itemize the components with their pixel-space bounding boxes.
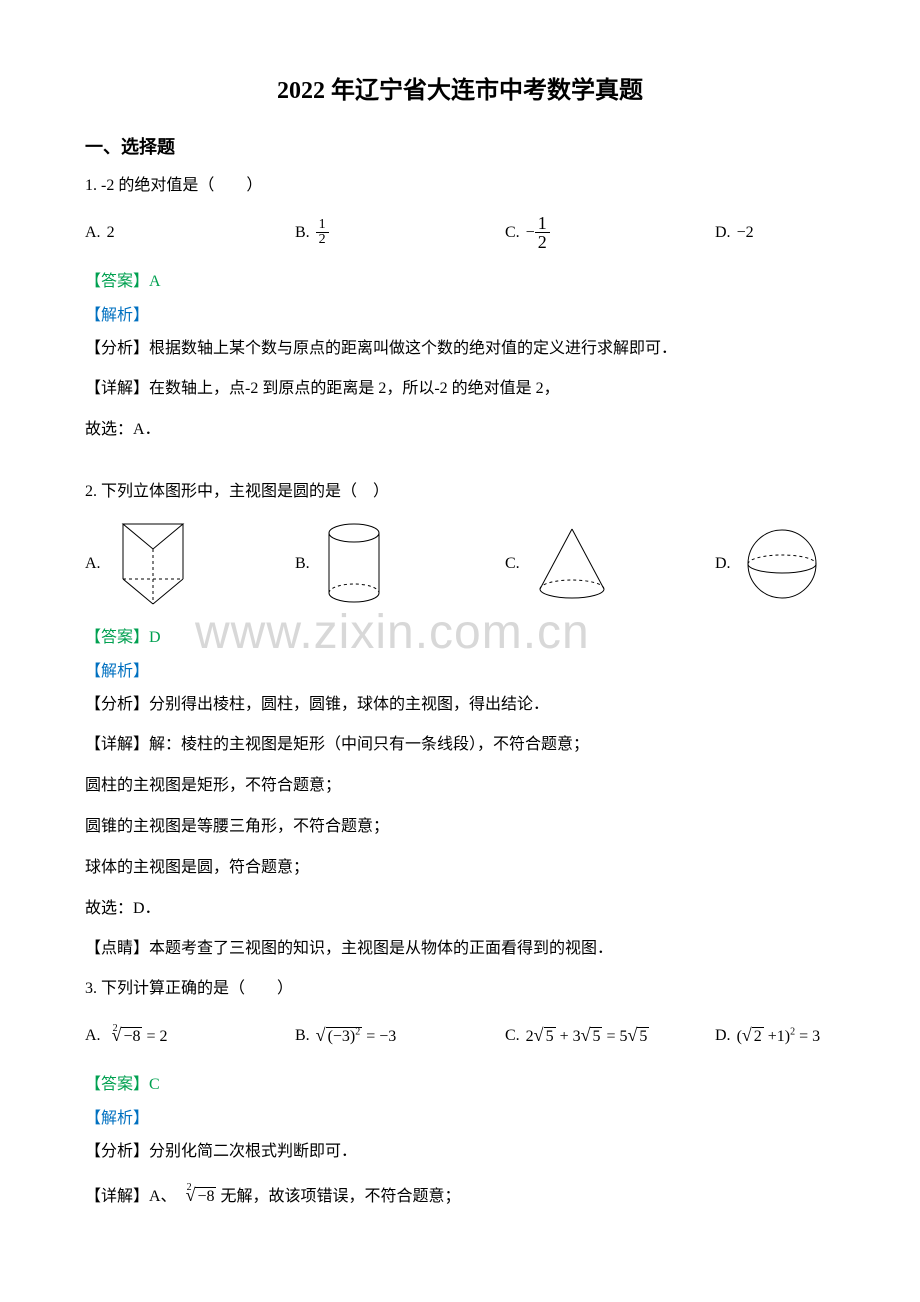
q3-line2-prefix: 【详解】A、 xyxy=(85,1188,177,1205)
page-title: 2022 年辽宁省大连市中考数学真题 xyxy=(85,70,835,105)
sqrt-neg3sq-icon: √(−3)2 = −3 xyxy=(316,1025,397,1046)
cone-icon xyxy=(532,524,612,604)
q1-optA-label: A. xyxy=(85,224,101,242)
q1-option-a: A. 2 xyxy=(85,224,295,242)
q3-text: 3. 下列计算正确的是（ ） xyxy=(85,976,835,1002)
q1-text: 1. -2 的绝对值是（ ） xyxy=(85,173,835,199)
q1-analysis-line: 【分析】根据数轴上某个数与原点的距离叫做这个数的绝对值的定义进行求解即可． xyxy=(85,335,835,364)
sqrt5-sum-icon: 2√5 + 3√5 = 5√5 xyxy=(526,1025,650,1046)
q2-optA-label: A. xyxy=(85,555,101,573)
q1-answer: 【答案】A xyxy=(85,267,835,291)
q2-optC-label: C. xyxy=(505,555,520,573)
q1-options: A. 2 B. 12 C. −12 D. −2 xyxy=(85,213,835,253)
q2-line3: 圆柱的主视图是矩形，不符合题意； xyxy=(85,772,835,801)
q3-line1: 【分析】分别化简二次根式判断即可． xyxy=(85,1138,835,1167)
watermark: www.zixin.com.cn xyxy=(195,605,590,660)
q2-option-c: C. xyxy=(505,524,715,604)
cylinder-icon xyxy=(322,521,387,606)
cbrt-neg8-icon: 2√−8 = 2 xyxy=(107,1025,168,1046)
q2-line4: 圆锥的主视图是等腰三角形，不符合题意； xyxy=(85,813,835,842)
q1-analysis: 【解析】 xyxy=(85,301,835,325)
sphere-icon xyxy=(743,525,821,603)
q1-optC-label: C. xyxy=(505,224,520,242)
q3-line2: 【详解】A、 2√−8 无解，故该项错误，不符合题意； xyxy=(85,1179,835,1212)
section-header: 一、选择题 xyxy=(85,133,835,159)
q3-optC-label: C. xyxy=(505,1027,520,1045)
q3-analysis: 【解析】 xyxy=(85,1104,835,1128)
q3-optB-label: B. xyxy=(295,1027,310,1045)
q3-option-c: C. 2√5 + 3√5 = 5√5 xyxy=(505,1025,715,1046)
q1-optD-value: −2 xyxy=(737,224,754,242)
q1-detail-line: 【详解】在数轴上，点-2 到原点的距离是 2，所以-2 的绝对值是 2， xyxy=(85,375,835,404)
q1-conclusion: 故选：A． xyxy=(85,416,835,445)
q2-line2: 【详解】解：棱柱的主视图是矩形（中间只有一条线段），不符合题意； xyxy=(85,731,835,760)
prism-icon xyxy=(113,519,193,609)
q3-line2-suffix: 无解，故该项错误，不符合题意； xyxy=(220,1188,460,1205)
neg-fraction-half-icon: −12 xyxy=(526,214,550,251)
q1-optA-value: 2 xyxy=(107,224,115,242)
q2-option-a: A. xyxy=(85,519,295,609)
q3-optD-label: D. xyxy=(715,1027,731,1045)
q3-option-a: A. 2√−8 = 2 xyxy=(85,1025,295,1046)
sqrt2-plus1-sq-icon: (√2 +1)2 = 3 xyxy=(737,1025,821,1046)
q2-optD-label: D. xyxy=(715,555,731,573)
q1-option-d: D. −2 xyxy=(715,224,835,242)
q2-line6: 故选：D． xyxy=(85,895,835,924)
q2-text: 2. 下列立体图形中，主视图是圆的是（ ） xyxy=(85,479,835,505)
q2-option-d: D. xyxy=(715,525,835,603)
q3-option-d: D. (√2 +1)2 = 3 xyxy=(715,1025,835,1046)
q2-line1: 【分析】分别得出棱柱，圆柱，圆锥，球体的主视图，得出结论． xyxy=(85,691,835,720)
q2-options: A. B. C. D. xyxy=(85,519,835,609)
q1-option-c: C. −12 xyxy=(505,214,715,251)
q3-optA-label: A. xyxy=(85,1027,101,1045)
q1-optB-label: B. xyxy=(295,224,310,242)
fraction-half-icon: 12 xyxy=(316,218,329,247)
cbrt-neg8-inline-icon: 2√−8 xyxy=(181,1188,217,1205)
q2-optB-label: B. xyxy=(295,555,310,573)
q2-line5: 球体的主视图是圆，符合题意； xyxy=(85,854,835,883)
q2-line7: 【点睛】本题考查了三视图的知识，主视图是从物体的正面看得到的视图． xyxy=(85,935,835,964)
q3-answer: 【答案】C xyxy=(85,1070,835,1094)
q2-option-b: B. xyxy=(295,521,505,606)
q3-options: A. 2√−8 = 2 B. √(−3)2 = −3 C. 2√5 + 3√5 … xyxy=(85,1016,835,1056)
q2-analysis: 【解析】 xyxy=(85,657,835,681)
q3-option-b: B. √(−3)2 = −3 xyxy=(295,1025,505,1046)
q1-option-b: B. 12 xyxy=(295,218,505,247)
q1-optD-label: D. xyxy=(715,224,731,242)
